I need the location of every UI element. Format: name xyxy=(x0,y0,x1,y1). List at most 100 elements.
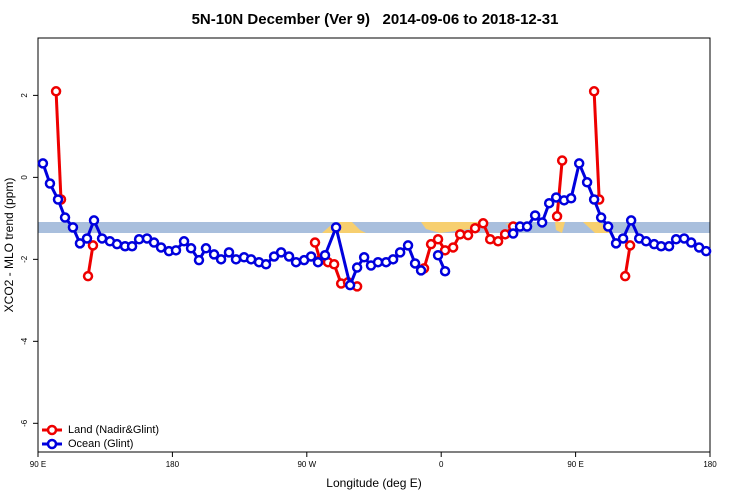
x-tick-label: 90 E xyxy=(567,460,583,469)
data-point xyxy=(700,245,712,257)
data-point xyxy=(685,237,697,248)
data-point xyxy=(492,236,504,247)
data-point xyxy=(610,238,622,249)
data-point xyxy=(588,194,600,205)
data-point xyxy=(328,259,340,270)
y-tick-label: -2 xyxy=(20,255,29,263)
land-ocean-band xyxy=(38,222,710,233)
data-point xyxy=(37,158,49,169)
data-point xyxy=(52,194,64,205)
y-tick-label: -6 xyxy=(20,419,29,427)
data-point xyxy=(351,262,363,273)
data-point xyxy=(588,86,600,97)
x-tick-label: 180 xyxy=(703,460,717,469)
data-point xyxy=(372,256,384,268)
chart-title: 5N-10N December (Ver 9) 2014-09-06 to 20… xyxy=(192,11,559,28)
data-point xyxy=(81,233,93,244)
y-tick-label: -4 xyxy=(20,337,29,345)
data-point xyxy=(178,236,190,247)
data-point xyxy=(260,259,272,270)
data-point xyxy=(155,242,167,253)
data-point xyxy=(551,211,563,222)
data-point xyxy=(521,221,533,232)
data-point xyxy=(624,240,636,251)
data-point xyxy=(319,249,331,261)
data-point xyxy=(88,215,100,226)
data-point xyxy=(44,178,56,189)
data-point xyxy=(543,197,555,209)
data-point xyxy=(111,238,123,250)
data-point xyxy=(50,86,62,97)
data-point xyxy=(556,155,568,166)
data-point xyxy=(290,256,302,268)
data-point xyxy=(215,254,227,265)
data-point xyxy=(573,158,585,169)
x-tick-label: 180 xyxy=(166,460,180,469)
data-point xyxy=(148,237,160,248)
data-point xyxy=(283,251,295,262)
data-point xyxy=(74,238,86,249)
legend-marker xyxy=(46,424,58,436)
data-point xyxy=(402,240,414,251)
data-point xyxy=(82,270,94,282)
data-point xyxy=(309,237,321,248)
data-point xyxy=(330,222,342,233)
x-tick-label: 90 E xyxy=(30,460,46,469)
data-point xyxy=(477,218,489,229)
data-point xyxy=(595,212,607,223)
data-point xyxy=(581,177,593,188)
data-point xyxy=(529,210,541,221)
data-point xyxy=(185,243,197,254)
data-point xyxy=(670,234,682,245)
data-point xyxy=(387,254,399,265)
data-point xyxy=(59,212,71,223)
data-point xyxy=(344,279,356,291)
data-point xyxy=(305,251,317,262)
x-tick-label: 90 W xyxy=(297,460,316,469)
data-point xyxy=(439,265,451,277)
data-point xyxy=(126,240,138,252)
data-point xyxy=(499,229,511,240)
data-point xyxy=(447,242,459,253)
series-line xyxy=(555,160,564,217)
y-tick-label: 2 xyxy=(20,93,29,98)
data-point xyxy=(312,256,324,268)
legend-label: Ocean (Glint) xyxy=(68,438,133,450)
data-point xyxy=(432,249,444,261)
y-axis-label: XCO2 - MLO trend (ppm) xyxy=(2,178,16,313)
series-line xyxy=(54,91,63,200)
data-point xyxy=(193,254,205,266)
data-point xyxy=(394,247,406,258)
legend-marker xyxy=(46,438,58,450)
data-point xyxy=(170,245,182,256)
data-point xyxy=(469,222,481,234)
data-point xyxy=(223,247,235,258)
data-point xyxy=(230,254,242,265)
data-point xyxy=(617,233,629,244)
legend-label: Land (Nadir&Glint) xyxy=(68,424,159,436)
data-point xyxy=(275,247,287,258)
data-point xyxy=(625,215,637,226)
data-point xyxy=(619,270,631,282)
data-point xyxy=(87,240,99,251)
plot-frame xyxy=(37,37,711,453)
data-point xyxy=(536,217,548,228)
x-axis-label: Longitude (deg E) xyxy=(326,476,421,490)
data-point xyxy=(462,229,474,241)
data-point xyxy=(507,228,519,239)
data-point xyxy=(409,258,421,269)
data-point xyxy=(208,249,220,260)
data-point xyxy=(415,265,427,276)
data-point xyxy=(67,222,79,233)
data-point xyxy=(640,236,652,247)
series-line xyxy=(592,91,601,200)
data-point xyxy=(358,252,370,263)
data-point xyxy=(663,240,675,252)
data-point xyxy=(425,238,437,250)
x-tick-label: 0 xyxy=(439,460,444,469)
data-point xyxy=(432,234,444,245)
y-tick-label: 0 xyxy=(20,175,29,180)
data-point xyxy=(200,243,212,254)
data-point xyxy=(565,193,577,204)
